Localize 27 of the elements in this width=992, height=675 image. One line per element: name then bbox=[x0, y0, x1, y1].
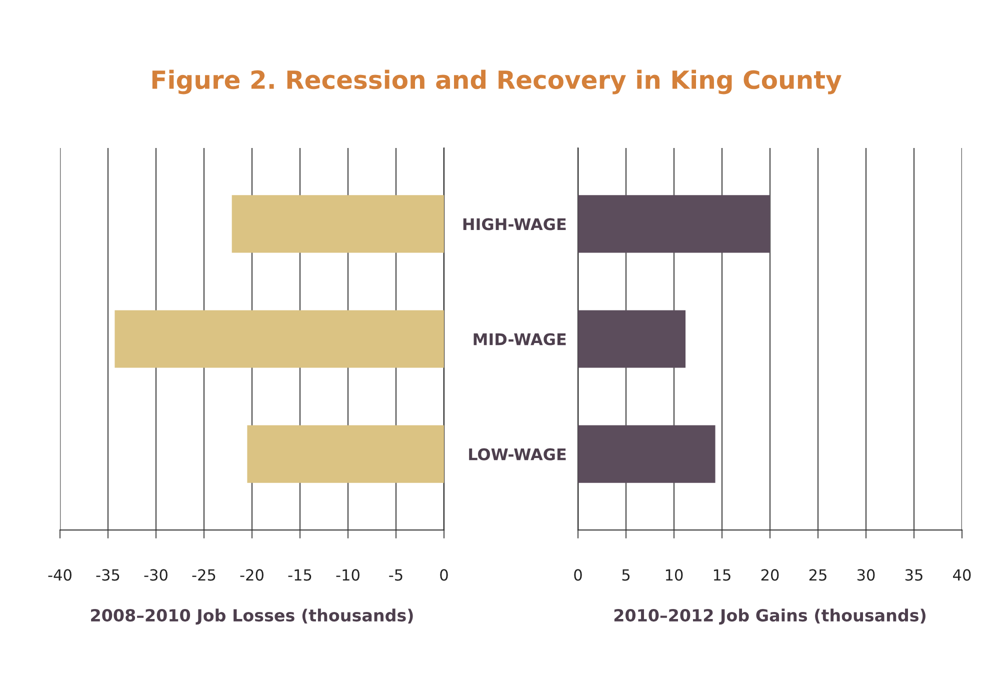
x-tick-label: 25 bbox=[809, 569, 826, 581]
y-tick-label: HIGH-WAGE bbox=[463, 218, 566, 230]
y-tick-label: MID-WAGE bbox=[474, 333, 566, 346]
bar bbox=[578, 425, 716, 483]
x-tick-label: 30 bbox=[857, 569, 875, 581]
bar bbox=[578, 310, 686, 368]
x-tick-label: 20 bbox=[761, 569, 779, 581]
x-tick-label: -5 bbox=[389, 569, 402, 581]
x-tick-label: -25 bbox=[192, 569, 216, 581]
x-tick-label: 0 bbox=[440, 569, 448, 581]
x-tick-label: 5 bbox=[622, 569, 630, 581]
x-tick-label: -35 bbox=[96, 569, 120, 581]
x-tick-label: -20 bbox=[240, 569, 264, 581]
x-tick-label: 15 bbox=[714, 569, 730, 581]
x-tick-label: -10 bbox=[336, 569, 360, 581]
x-tick-label: -15 bbox=[288, 569, 312, 581]
bar bbox=[578, 195, 770, 253]
x-tick-label: 35 bbox=[905, 569, 922, 581]
x-tick-label: 40 bbox=[953, 569, 971, 581]
x-tick-label: 10 bbox=[666, 569, 683, 581]
text: Figure 2. Recession and Recovery in King County bbox=[152, 70, 842, 94]
x-tick-label: 0 bbox=[574, 569, 582, 581]
x-axis-title: 2010–2012 Job Gains (thousands) bbox=[614, 608, 926, 625]
x-axis-title: 2008–2010 Job Losses (thousands) bbox=[91, 608, 413, 625]
x-tick-label: -40 bbox=[48, 569, 72, 581]
x-tick-label: -30 bbox=[144, 569, 168, 581]
y-tick-label: LOW-WAGE bbox=[469, 448, 566, 460]
